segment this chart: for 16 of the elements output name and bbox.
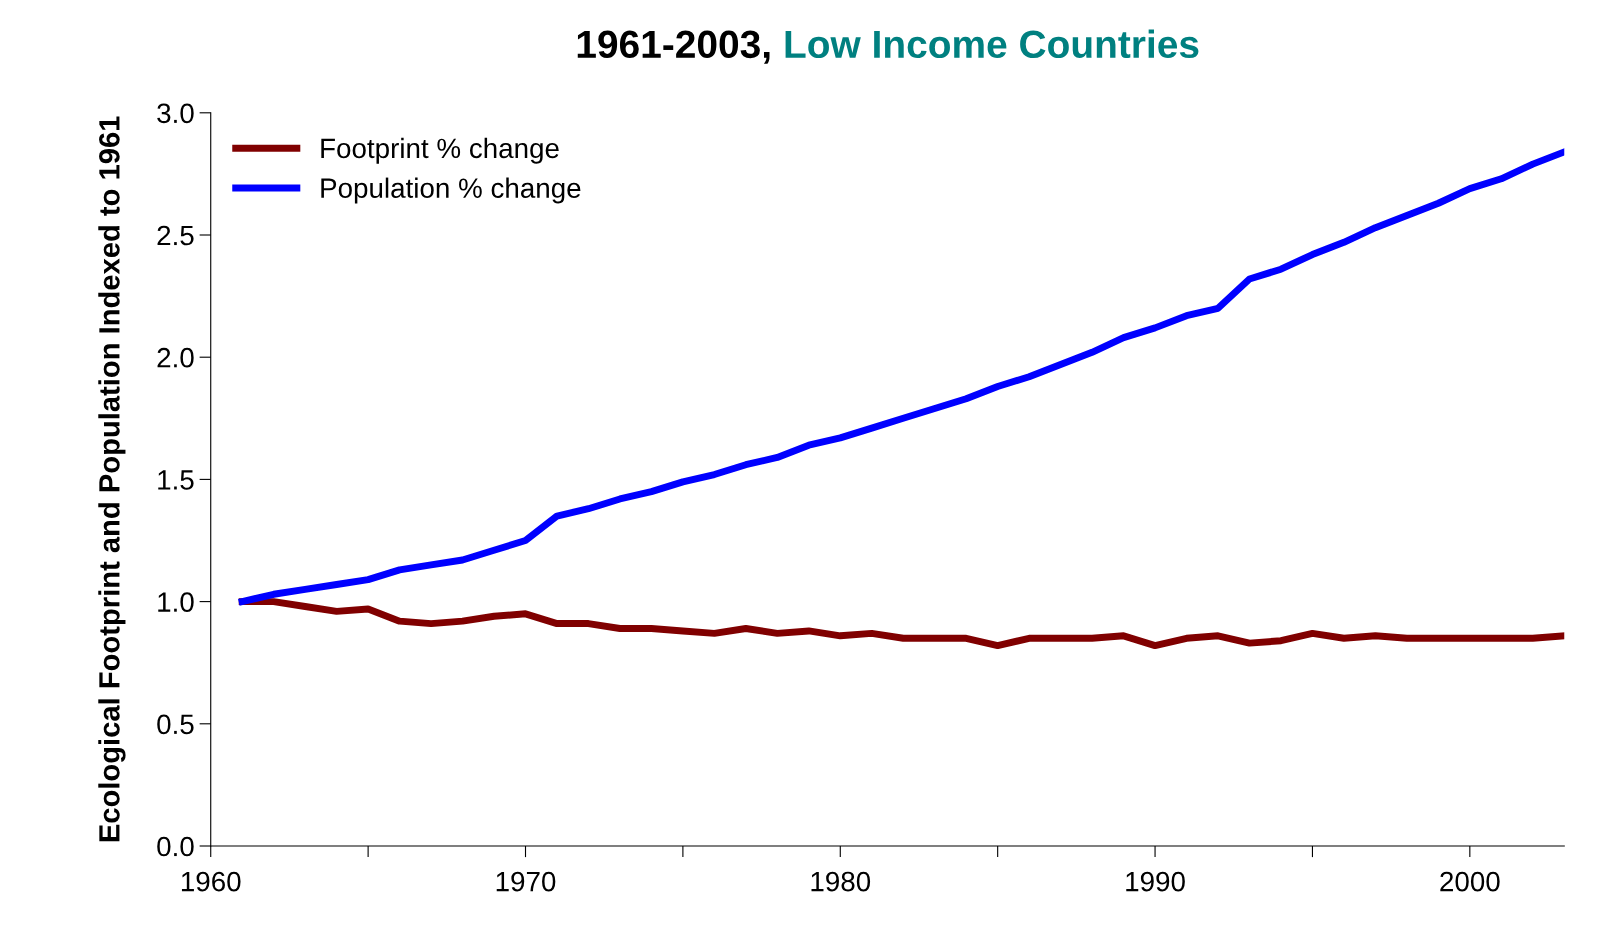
x-tick-label: 2000 bbox=[1440, 871, 1500, 892]
legend-label: Footprint % change bbox=[321, 137, 559, 164]
y-tick-label: 0.0 bbox=[157, 836, 194, 857]
x-tick-label: 1960 bbox=[181, 871, 241, 892]
y-tick-label: 2.0 bbox=[157, 347, 194, 368]
x-tick-label: 1970 bbox=[496, 871, 556, 892]
y-tick-label: 1.0 bbox=[158, 592, 194, 612]
y-tick-label: 2.5 bbox=[157, 225, 194, 246]
y-tick-label: 1.5 bbox=[158, 470, 194, 490]
chart-title: 1961-2003, Low Income Countries bbox=[577, 29, 1199, 64]
legend-label: Population % change bbox=[321, 177, 581, 204]
y-tick-label: 0.5 bbox=[157, 714, 194, 735]
y-tick-label: 3.0 bbox=[157, 103, 194, 124]
y-axis-title: Ecological Footprint and Population Indexed to 1961 bbox=[98, 116, 126, 842]
x-tick-label: 1980 bbox=[811, 871, 871, 892]
x-tick-label: 1990 bbox=[1126, 871, 1185, 892]
